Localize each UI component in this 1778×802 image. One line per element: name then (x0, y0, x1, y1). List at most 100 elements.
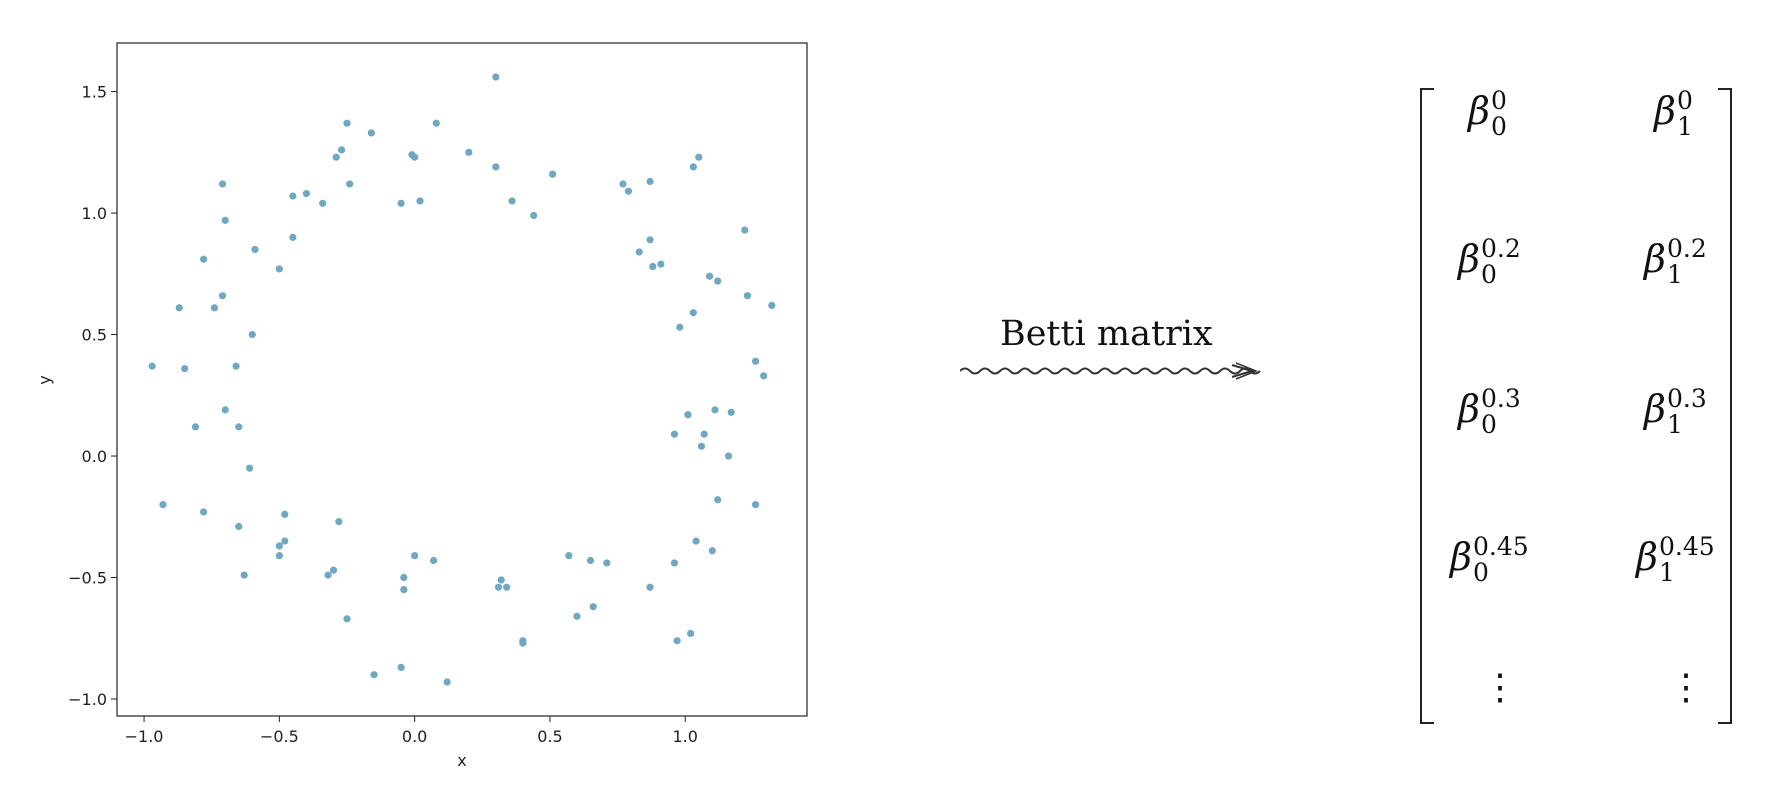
scatter-point (240, 571, 248, 579)
scatter-point (343, 615, 351, 623)
beta-symbol: β (1450, 534, 1472, 579)
x-tick-label: 0.5 (537, 727, 562, 746)
beta-symbol: β (1458, 386, 1480, 431)
superscript: 0.45 (1658, 532, 1715, 561)
scatter-point (508, 197, 516, 205)
scatter-point (397, 663, 405, 672)
subscript: 0 (1480, 410, 1497, 440)
scatter-point (175, 304, 183, 312)
scatter-point (727, 408, 735, 416)
scatter-point (724, 452, 733, 460)
matrix-cell-r2-c1: β 0.3 1 (1644, 384, 1707, 440)
scatter-point (657, 260, 665, 268)
scatter-point (586, 556, 595, 565)
superscript: 0 (1676, 86, 1693, 115)
scatter-point (346, 180, 354, 188)
scatter-point (370, 671, 378, 679)
plot-axes-box (116, 42, 808, 717)
y-tick-label: −0.5 (68, 569, 107, 588)
scatter-point (684, 411, 692, 419)
matrix-cell-r2-c0: β 0.3 0 (1458, 384, 1521, 440)
superscript: 0 (1490, 86, 1507, 115)
scatter-point (411, 552, 419, 560)
scatter-point (573, 612, 581, 620)
scatter-point (367, 129, 375, 137)
scatter-point (695, 153, 703, 161)
scatter-point (565, 552, 573, 560)
subscript: 0 (1490, 112, 1507, 142)
superscript: 0.3 (1666, 384, 1707, 413)
y-ticks: −1.0 −0.5 0.0 0.5 1.0 1.5 (68, 83, 117, 709)
scatter-point (676, 323, 684, 331)
scatter-point (751, 357, 760, 365)
scatter-point (191, 423, 200, 431)
scatter-point (199, 255, 208, 263)
superscript: 0.45 (1472, 532, 1529, 561)
scatter-point (232, 362, 240, 370)
scatter-point (199, 508, 208, 516)
scatter-point (332, 153, 340, 161)
scatter-point (275, 542, 283, 550)
x-tick-label: 0.0 (402, 727, 427, 746)
x-tick-label: 1.0 (673, 727, 698, 746)
scatter-point (275, 552, 283, 560)
wavy-arrow-icon (960, 362, 1261, 380)
scatter-point (503, 583, 511, 591)
scatter-point (159, 501, 167, 509)
beta-symbol: β (1644, 386, 1666, 431)
scatter-point (324, 571, 332, 579)
scatter-point (670, 559, 679, 567)
scatter-point (670, 430, 679, 438)
scatter-point (708, 547, 716, 555)
scatter-point (760, 372, 768, 380)
scatter-point (700, 430, 708, 438)
superscript: 0.2 (1666, 234, 1707, 263)
matrix-cell-r3-c0: β 0.45 0 (1450, 532, 1529, 588)
scatter-point (411, 153, 419, 161)
x-axis-label: x (457, 751, 466, 770)
scatter-point (492, 163, 500, 171)
matrix-cell-r1-c1: β 0.2 1 (1644, 234, 1707, 290)
scatter-point (465, 148, 473, 156)
scatter-point (492, 73, 500, 81)
scatter-point (649, 262, 657, 271)
scatter-point (711, 406, 719, 414)
scatter-point (235, 522, 243, 531)
y-tick-label: 0.0 (82, 447, 107, 466)
matrix-cell-r1-c0: β 0.2 0 (1458, 234, 1521, 289)
scatter-point (429, 556, 438, 565)
matrix-vdots-c1: ⋮ (1668, 667, 1704, 708)
scatter-point (432, 119, 440, 127)
beta-symbol: β (1644, 236, 1666, 281)
arrow-label: Betti matrix (1000, 314, 1213, 354)
scatter-point (741, 226, 749, 234)
scatter-point (335, 518, 343, 526)
scatter-point (603, 559, 611, 567)
scatter-point (624, 187, 633, 195)
beta-symbol: β (1636, 534, 1658, 579)
scatter-point (235, 423, 243, 431)
scatter-point (281, 537, 289, 545)
scatter-point (397, 199, 405, 207)
subscript: 1 (1666, 260, 1683, 290)
subscript: 0 (1472, 558, 1489, 588)
superscript: 0.2 (1480, 234, 1521, 263)
scatter-point (549, 170, 557, 178)
subscript: 1 (1666, 410, 1683, 440)
plot-frame (116, 42, 808, 717)
superscript: 0.3 (1480, 384, 1521, 413)
scatter-point (289, 192, 297, 200)
scatter-point (673, 637, 681, 645)
scatter-point (248, 330, 256, 339)
scatter-point (689, 309, 697, 317)
scatter-point (400, 586, 408, 594)
scatter-point (519, 639, 527, 647)
beta-symbol: β (1458, 236, 1480, 281)
scatter-point (289, 233, 297, 241)
subscript: 1 (1658, 558, 1675, 588)
scatter-point (218, 292, 227, 300)
y-tick-label: 1.0 (82, 204, 107, 223)
scatter-point (416, 197, 424, 205)
